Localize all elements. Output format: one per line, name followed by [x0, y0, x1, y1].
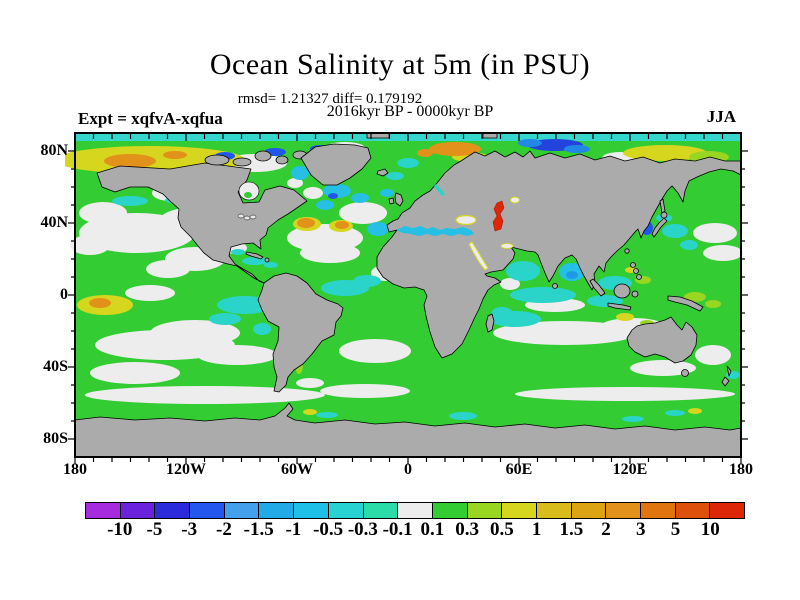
land-tasmania	[681, 369, 689, 377]
x-axis-label-4: 60E	[505, 461, 533, 478]
plot-title: Ocean Salinity at 5m (in PSU)	[209, 48, 591, 81]
colorbar	[85, 502, 745, 519]
colorbar-cell-4	[224, 503, 260, 518]
land-ireland	[388, 197, 395, 205]
land-antarctica	[74, 402, 742, 458]
x-axis-label-3: 0	[404, 461, 412, 478]
colorbar-label--3: -3	[181, 519, 198, 540]
ocean-orange-patches	[89, 142, 481, 308]
great-lakes	[237, 213, 257, 221]
colorbar-label-3: 3	[636, 519, 646, 540]
colorbar-cell-13	[536, 503, 572, 518]
colorbar-label--2: -2	[216, 519, 232, 540]
land-borneo	[613, 283, 631, 299]
colorbar-label--0.3: -0.3	[347, 519, 378, 540]
land-canadian-arctic-islands	[204, 132, 498, 167]
land-java	[607, 302, 632, 311]
axis-ticks	[68, 134, 748, 464]
experiment-label: Expt = xqfvA-xqfua	[78, 109, 223, 128]
colorbar-label-0.5: 0.5	[489, 519, 514, 540]
colorbar-cell-12	[502, 503, 537, 518]
hudson-bay-green-spot	[244, 192, 252, 198]
land-sulawesi	[631, 290, 639, 298]
colorbar-label--1.5: -1.5	[243, 519, 274, 540]
x-axis-label-0: 180	[63, 461, 87, 478]
colorbar-label-1.5: 1.5	[559, 519, 584, 540]
colorbar-cell-14	[571, 503, 607, 518]
y-axis-label-0: 0	[60, 286, 68, 303]
world-map	[65, 132, 748, 464]
colorbar-cell-2	[155, 503, 191, 518]
colorbar-cell-10	[432, 503, 468, 518]
land-sumatra	[589, 278, 606, 297]
land-sakhalin	[659, 198, 666, 214]
land-new-zealand	[721, 365, 732, 387]
colorbar-cell-9	[398, 503, 433, 518]
colorbar-cell-8	[363, 503, 399, 518]
colorbar-cell-11	[467, 503, 503, 518]
colorbar-label-0.3: 0.3	[455, 519, 479, 540]
season-label: JJA	[706, 107, 736, 126]
aral-sea	[510, 196, 520, 204]
colorbar-label-10: 10	[700, 519, 720, 540]
land-sri-lanka	[552, 283, 558, 289]
black-sea	[455, 214, 477, 226]
colorbar-label-5: 5	[670, 519, 681, 540]
marginal-seas	[237, 181, 520, 271]
land-iceland	[376, 168, 389, 177]
red-sea	[468, 241, 489, 271]
x-axis-label-1: 120W	[166, 461, 206, 478]
colorbar-cell-15	[606, 503, 641, 518]
land-madagascar	[485, 313, 495, 333]
landmasses	[74, 132, 742, 458]
stats-line: rmsd= 1.21327 diff= 0.179192	[237, 91, 423, 107]
colorbar-label--0.1: -0.1	[382, 519, 413, 540]
ocean-cyanblue-patches	[291, 166, 585, 281]
colorbar-label--10: -10	[107, 519, 133, 540]
colorbar-cell-0	[86, 503, 121, 518]
persian-gulf	[500, 243, 514, 249]
colorbar-label-2: 2	[601, 519, 611, 540]
land-south-america	[257, 272, 344, 393]
colorbar-cell-6	[294, 503, 329, 518]
colorbar-cell-7	[328, 503, 364, 518]
colorbar-cell-17	[675, 503, 711, 518]
x-axis-label-2: 60W	[281, 461, 313, 478]
land-britain	[394, 192, 404, 207]
land-japan	[651, 217, 668, 238]
land-philippines	[630, 262, 642, 280]
colorbar-cell-16	[641, 503, 676, 518]
colorbar-label--0.5: -0.5	[313, 519, 344, 540]
y-axis-label-80S: 80S	[43, 430, 68, 447]
land-australia	[626, 316, 698, 364]
x-axis-label-5: 120E	[612, 461, 648, 478]
land-new-guinea	[667, 295, 704, 312]
baltic-sea	[434, 184, 445, 196]
y-axis-label-40N: 40N	[40, 214, 68, 231]
colorbar-label-0.1: 0.1	[420, 519, 445, 540]
y-axis-label-80N: 80N	[40, 142, 68, 159]
land-greenland	[300, 143, 372, 186]
land-cuba	[245, 251, 264, 260]
colorbar-label--1: -1	[285, 519, 302, 540]
land-taiwan	[624, 248, 630, 254]
land-hispaniola	[264, 257, 270, 263]
hudson-bay	[238, 181, 260, 201]
y-axis-label-40S: 40S	[43, 358, 68, 375]
x-axis-label-6: 180	[729, 461, 753, 478]
period-line: 2016kyr BP - 0000kyr BP	[326, 103, 494, 120]
land-eurasia-africa	[376, 150, 742, 359]
colorbar-cell-5	[259, 503, 295, 518]
colorbar-cell-18	[710, 503, 745, 518]
caspian-sea-red-anomaly	[492, 200, 505, 232]
land-north-america	[96, 162, 308, 284]
colorbar-cell-1	[120, 503, 156, 518]
colorbar-cell-3	[190, 503, 225, 518]
colorbar-label--5: -5	[146, 519, 163, 540]
mediterranean-sea	[398, 226, 474, 236]
colorbar-label-1: 1	[531, 519, 542, 540]
ocean-white-patches	[70, 142, 743, 404]
